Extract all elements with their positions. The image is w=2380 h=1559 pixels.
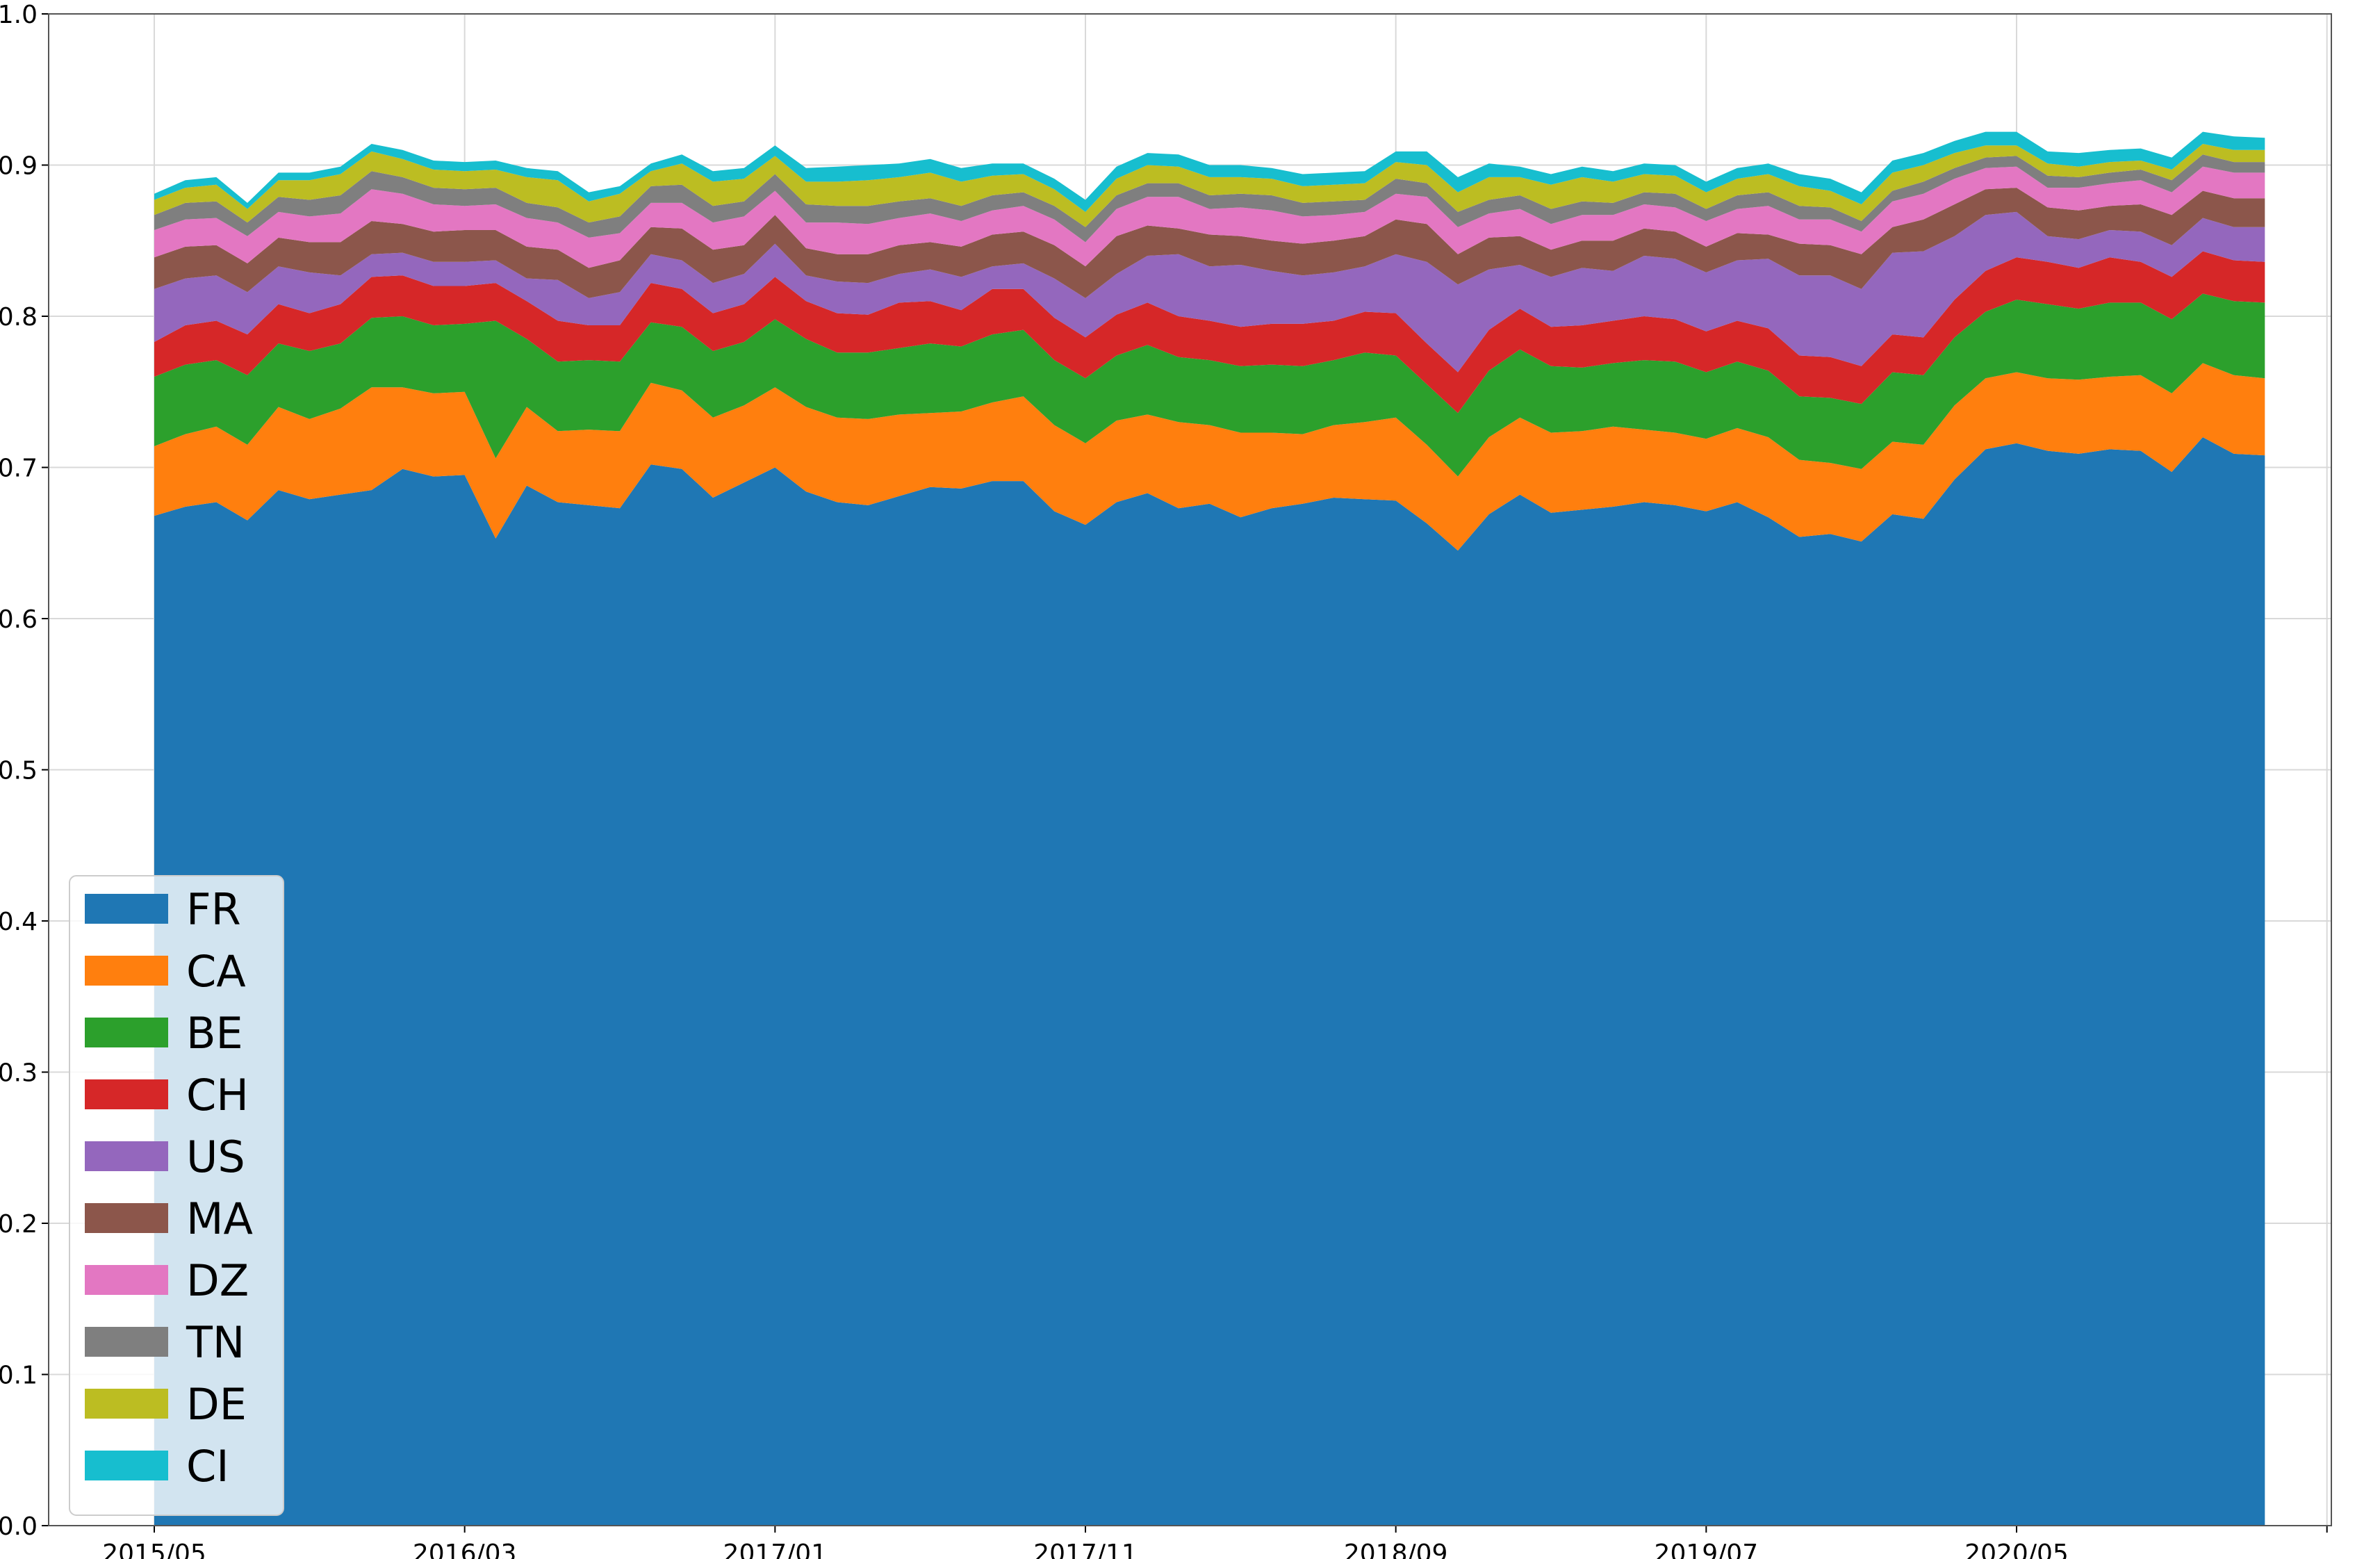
x-tick-label: 2020/05 xyxy=(1964,1540,2069,1559)
legend-swatch-ci xyxy=(85,1451,168,1480)
legend-label-fr: FR xyxy=(186,884,241,935)
legend-label-dz: DZ xyxy=(186,1255,249,1306)
legend: FR CA BE CH US MA DZ TN DE CI xyxy=(69,875,284,1516)
area-ch xyxy=(154,251,2265,414)
area-ma xyxy=(154,188,2265,298)
legend-swatch-ca xyxy=(85,956,168,986)
x-tick-label: 2017/01 xyxy=(723,1540,828,1559)
x-tick-label: 2016/03 xyxy=(413,1540,517,1559)
y-tick-label: 0.7 xyxy=(0,455,38,483)
x-tick-label: 2017/11 xyxy=(1033,1540,1138,1559)
legend-label-ma: MA xyxy=(186,1193,253,1244)
y-tick-label: 0.0 xyxy=(0,1512,38,1541)
y-tick-label: 0.6 xyxy=(0,605,38,634)
legend-swatch-tn xyxy=(85,1327,168,1357)
y-tick-label: 0.1 xyxy=(0,1362,38,1390)
y-tick-label: 0.2 xyxy=(0,1210,38,1239)
area-ci xyxy=(154,131,2265,212)
plot-frame xyxy=(48,13,2332,1526)
area-ca xyxy=(154,363,2265,551)
legend-label-ca: CA xyxy=(186,946,246,997)
y-tick-label: 1.0 xyxy=(0,1,38,29)
axes: 0.0 0.1 0.2 0.3 0.4 0.5 0.6 0.7 0.8 0.9 1.0 2015/05… xyxy=(0,1,2332,1559)
area-be xyxy=(154,293,2265,477)
legend-label-ci: CI xyxy=(186,1441,229,1492)
legend-label-de: DE xyxy=(186,1379,247,1430)
area-tn xyxy=(154,154,2265,243)
x-tick-label: 2018/09 xyxy=(1344,1540,1448,1559)
legend-swatch-be xyxy=(85,1018,168,1047)
series-areas xyxy=(154,131,2265,1526)
area-us xyxy=(154,211,2265,373)
legend-swatch-fr xyxy=(85,894,168,924)
legend-label-be: BE xyxy=(186,1008,243,1059)
area-dz xyxy=(154,166,2265,268)
area-de xyxy=(154,144,2265,227)
legend-label-ch: CH xyxy=(186,1070,249,1120)
legend-swatch-de xyxy=(85,1389,168,1419)
legend-swatch-ma xyxy=(85,1203,168,1233)
area-fr xyxy=(154,437,2265,1526)
y-tick-label: 0.9 xyxy=(0,152,38,181)
x-tick-label: 2019/07 xyxy=(1655,1540,1759,1559)
legend-swatch-ch xyxy=(85,1079,168,1109)
y-tick-label: 0.4 xyxy=(0,908,38,936)
y-tick-label: 0.5 xyxy=(0,757,38,785)
y-tick-label: 0.3 xyxy=(0,1059,38,1088)
y-tick-label: 0.8 xyxy=(0,303,38,332)
legend-swatch-us xyxy=(85,1141,168,1171)
legend-label-tn: TN xyxy=(186,1317,245,1368)
legend-label-us: US xyxy=(186,1132,245,1182)
x-tick-label: 2015/05 xyxy=(102,1540,206,1559)
legend-swatch-dz xyxy=(85,1265,168,1295)
